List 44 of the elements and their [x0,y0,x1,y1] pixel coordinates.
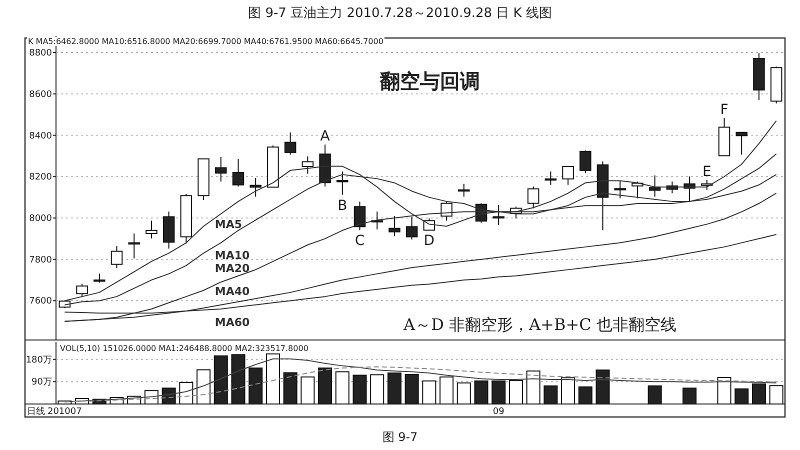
chart-title: 图 9-7 豆油主力 2010.7.28～2010.9.28 日 K 线图 [248,5,552,21]
x-tick-label: 09 [492,407,505,417]
bar [769,385,784,404]
caption: 图 9-7 [382,430,418,444]
bar [179,382,194,404]
series-label: MA10 [214,248,250,262]
bar [508,380,523,404]
annotation: B [338,198,348,214]
annotation: A～D 非翻空形，A+B+C 也非翻空线 [402,315,676,334]
annotation: D [424,233,435,250]
series-label: MA60 [214,316,250,329]
x-tick-label: 201007 [48,407,82,417]
y-tick-label: 7600 [29,296,52,307]
bar [300,376,315,404]
y-tick-label: 180万 [26,355,52,366]
bar [717,376,732,404]
text: 日线 [27,406,45,417]
y-tick-label: 8800 [29,48,52,59]
series-label: MA20 [214,262,250,276]
y-tick-label: 8200 [29,172,52,183]
series-label: MA5 [214,218,242,231]
y-tick-label: 8400 [29,131,52,142]
bar [196,369,211,404]
annotation: E [702,164,712,180]
annotation: 翻空与回调 [379,69,480,93]
bar [526,370,540,404]
annotation: K MA5:6462.8000 MA10:6516.8000 MA20:6699.7000 MA40:6761.9500 MA60:6645.7000 [28,37,384,46]
series-label: MA40 [214,284,250,298]
y-tick-label: 90万 [32,378,52,388]
y-tick-label: 7800 [29,255,52,266]
bar [422,380,436,404]
annotation: A [320,128,330,145]
annotation: VOL(5,10) 151026.0000 MA1:246488.8000 MA2:323517.8000 [60,344,308,353]
line-series [64,366,777,402]
bar [561,377,576,404]
bar [440,376,454,404]
annotation: C [354,233,365,250]
bar [266,353,280,404]
bar [335,371,350,404]
y-tick-label: 8600 [29,90,52,100]
bar [456,382,471,404]
annotation: F [720,102,728,118]
y-tick-label: 8000 [29,214,52,224]
bar [370,374,384,404]
